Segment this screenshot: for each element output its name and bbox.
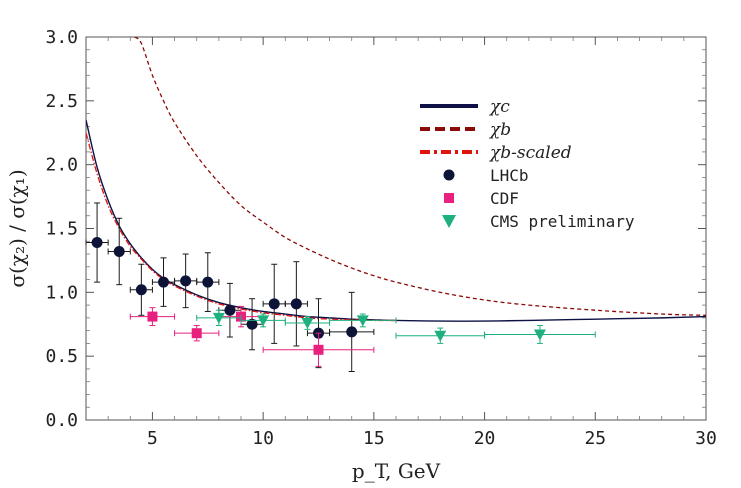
cms-preliminary-marker [257,315,270,327]
legend-label--b: χb [489,120,511,140]
x-tick-label: 20 [474,428,496,449]
theory-curves [86,37,706,322]
cms-preliminary-marker [533,329,546,341]
cdf-marker [191,328,202,339]
curve--b [134,37,706,316]
x-tick-label: 25 [584,428,606,449]
cdf-marker [147,311,158,322]
legend-swatch-lhcb [443,169,455,181]
lhcb-marker [346,326,358,338]
x-axis-title: p_T, GeV [352,459,441,483]
y-tick-label: 0.5 [45,346,78,367]
cms-preliminary-marker [434,330,447,342]
cdf-marker [313,344,324,355]
lhcb-marker [135,284,147,296]
legend-label--b-scaled: χb-scaled [489,143,572,163]
lhcb-marker [290,298,302,310]
lhcb-marker [91,237,103,249]
y-tick-label: 0.0 [45,410,78,431]
x-tick-label: 5 [147,428,158,449]
y-axis-title: σ(χ₂) / σ(χ₁) [5,169,29,287]
legend-swatch-cms-preliminary [442,215,456,228]
data-points [85,202,596,372]
cms-preliminary-marker [212,312,225,324]
lhcb-marker [180,275,192,287]
x-tick-label: 30 [695,428,717,449]
lhcb-marker [113,245,125,257]
lhcb-marker [158,276,169,288]
x-tick-label: 15 [363,428,385,449]
y-tick-label: 1.5 [45,219,78,240]
lhcb-marker [202,276,214,288]
lhcb-marker [224,304,236,316]
lhcb-marker [268,298,280,310]
cms-preliminary-marker [356,315,369,327]
y-tick-label: 3.0 [45,27,78,48]
legend: χc χb χb-scaled LHCb CDF CMS preliminary [420,97,635,231]
tick-labels: 5 10 15 20 25 30 0.0 0.5 1.0 1.5 2.0 2.5 3.0 [45,27,716,449]
legend-label-lhcb: LHCb [490,166,529,185]
legend-label--c: χc [489,97,510,117]
y-tick-label: 2.5 [45,91,78,112]
lhcb-marker [246,318,258,330]
curve--c [86,119,706,322]
x-tick-label: 10 [252,428,274,449]
legend-swatch-cdf [444,193,454,203]
legend-label-cdf: CDF [490,189,519,208]
cms-preliminary-marker [301,317,314,329]
y-tick-label: 2.0 [45,155,78,176]
axis-ticks [86,36,707,421]
legend-label-cms-preliminary: CMS preliminary [490,212,635,231]
y-tick-label: 1.0 [45,282,78,303]
